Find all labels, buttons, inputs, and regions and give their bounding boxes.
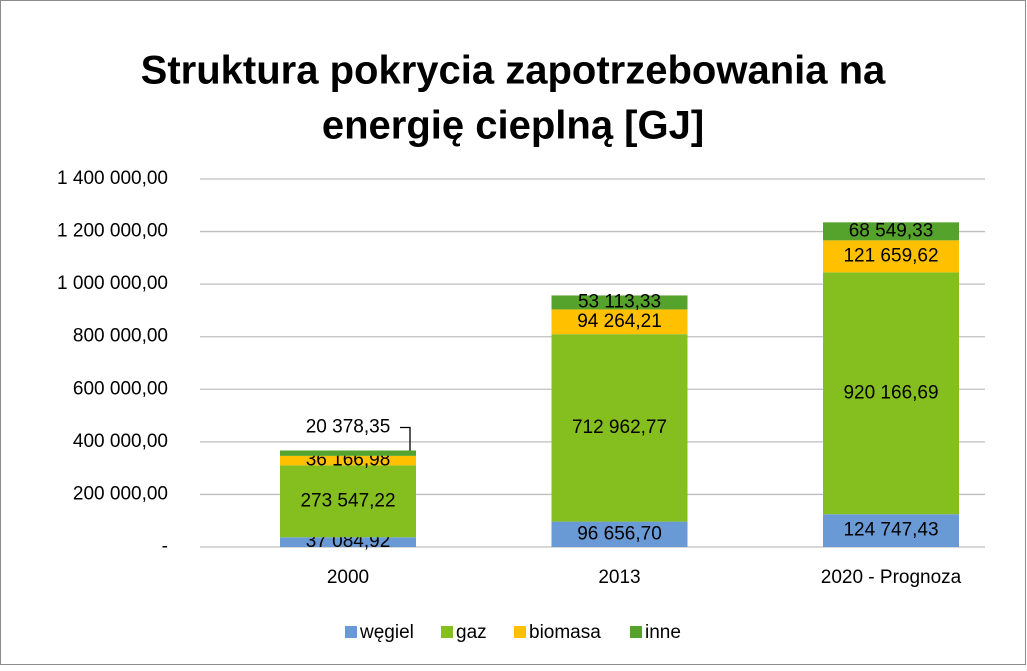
data-label: 94 264,21 — [577, 311, 662, 332]
data-label: 53 113,33 — [578, 291, 661, 312]
bar-segment — [280, 455, 416, 466]
chart-title: Struktura pokrycia zapotrzebowania na — [141, 49, 886, 93]
data-label: 96 656,70 — [577, 523, 662, 544]
data-label: 920 166,69 — [843, 382, 938, 403]
data-label: 68 549,33 — [849, 220, 934, 241]
y-tick-label: 800 000,00 — [73, 326, 168, 347]
bar-segment — [823, 240, 959, 273]
chart-title: energię cieplną [GJ] — [322, 104, 704, 148]
bar-segment — [823, 514, 959, 547]
leader-line — [400, 426, 411, 451]
data-label: 20 378,35 — [306, 417, 391, 438]
y-tick-label: 1 000 000,00 — [57, 273, 168, 294]
bar-segment — [280, 465, 416, 538]
bar-segment — [551, 334, 688, 522]
bar-segment — [551, 521, 688, 547]
bar-segment — [280, 450, 416, 456]
legend-label: biomasa — [529, 622, 601, 643]
x-tick-label: 2020 - Prognoza — [821, 567, 962, 588]
bar-segment — [551, 295, 688, 310]
y-tick-label: 200 000,00 — [73, 483, 168, 504]
bar-segment — [823, 272, 959, 515]
x-tick-label: 2000 — [327, 567, 369, 588]
bar-segment — [280, 537, 416, 547]
data-label: 121 659,62 — [843, 245, 938, 266]
legend-label: inne — [645, 622, 681, 643]
y-tick-label: 600 000,00 — [73, 378, 168, 399]
y-tick-label: 400 000,00 — [73, 431, 168, 452]
data-label: 273 547,22 — [300, 490, 395, 511]
legend-label: gaz — [456, 622, 487, 643]
legend-swatch — [630, 626, 642, 638]
legend-label: węgiel — [359, 622, 414, 643]
x-tick-label: 2013 — [598, 567, 640, 588]
legend-swatch — [514, 626, 526, 638]
legend-swatch — [441, 626, 453, 638]
legend-swatch — [345, 626, 357, 638]
bar-segment — [823, 222, 959, 241]
y-tick-label: 1 400 000,00 — [57, 168, 168, 189]
bar-segment — [551, 309, 688, 335]
y-tick-label: - — [162, 536, 168, 557]
data-label: 712 962,77 — [572, 417, 667, 438]
y-tick-label: 1 200 000,00 — [57, 221, 168, 242]
data-label: 124 747,43 — [843, 520, 938, 541]
